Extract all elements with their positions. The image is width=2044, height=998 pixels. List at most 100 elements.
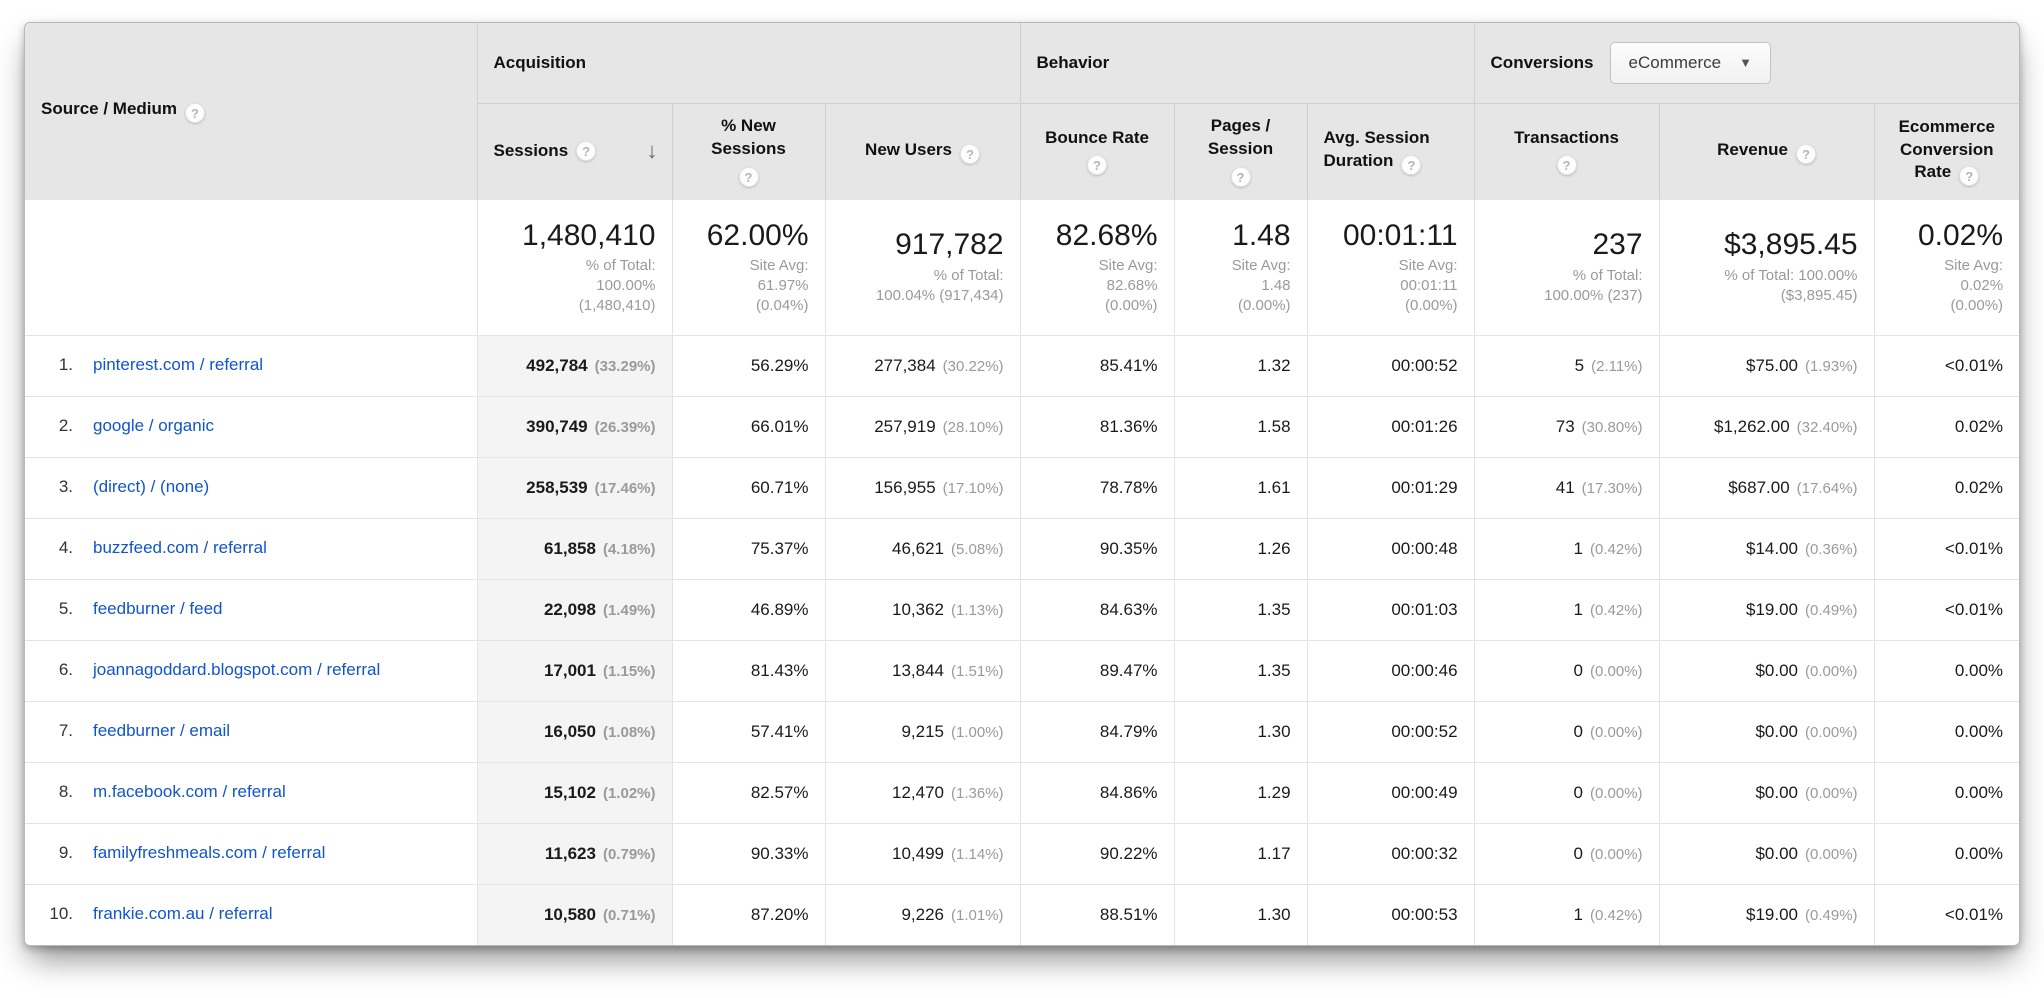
avg-session-duration-cell: 00:00:46 [1306,639,1475,701]
column-header-revenue[interactable]: Revenue? [1658,102,1875,199]
help-icon[interactable]: ? [738,166,759,187]
sessions-cell: 15,102 (1.02%) [476,761,672,823]
pages-session-cell: 1.30 [1173,700,1308,762]
source-medium-link[interactable]: google / organic [93,416,214,436]
new-users-cell: 13,844 (1.51%) [824,639,1021,701]
avg-session-duration-cell: 00:00:32 [1306,822,1475,884]
column-header-sessions[interactable]: Sessions? ↓ [476,102,672,199]
column-header-new-users[interactable]: New Users? [824,102,1021,199]
source-medium-link[interactable]: feedburner / email [93,721,231,741]
transactions-cell: 0 (0.00%) [1473,761,1660,823]
pages-session-cell: 1.32 [1173,334,1308,396]
acquisition-label: Acquisition [493,52,587,72]
pct-new-sessions-cell: 81.43% [671,639,825,701]
revenue-cell: $0.00 (0.00%) [1658,822,1875,884]
sessions-cell: 390,749 (26.39%) [476,395,672,457]
transactions-cell: 0 (0.00%) [1473,639,1660,701]
ecommerce-conversion-rate-cell: <0.01% [1873,883,2019,945]
pct-new-sessions-cell: 82.57% [671,761,825,823]
group-header-acquisition: Acquisition [476,23,1021,103]
table-row: 7. feedburner / email 16,050 (1.08%) 57.41… [25,700,2019,762]
row-rank: 5. [58,599,73,619]
table-row: 1. pinterest.com / referral 492,784 (33.29… [25,334,2019,396]
revenue-cell: $19.00 (0.49%) [1658,883,1875,945]
sessions-cell: 17,001 (1.15%) [476,639,672,701]
help-icon[interactable]: ? [185,102,206,123]
pages-session-cell: 1.26 [1173,517,1308,579]
help-icon[interactable]: ? [576,141,597,161]
help-icon[interactable]: ? [1795,143,1816,164]
pages-session-cell: 1.35 [1173,578,1308,640]
totals-sessions-cell: 1,480,410% of Total: 100.00% (1,480,410) [476,198,672,335]
new-users-cell: 156,955 (17.10%) [824,456,1021,518]
group-header-row: Source / Medium? Acquisition Behavior Co… [25,23,2019,199]
ecommerce-conversion-rate-cell: 0.00% [1873,822,2019,884]
conversions-goal-selector[interactable]: eCommerce ▼ [1609,41,1771,84]
table-row: 4. buzzfeed.com / referral 61,858 (4.18%) … [25,517,2019,579]
source-medium-link[interactable]: m.facebook.com / referral [93,782,286,802]
totals-empty-cell [25,198,477,335]
source-medium-link[interactable]: (direct) / (none) [93,477,210,497]
sort-descending-icon[interactable]: ↓ [646,138,658,164]
transactions-cell: 0 (0.00%) [1473,700,1660,762]
row-rank: 6. [58,660,73,680]
new-users-cell: 9,215 (1.00%) [824,700,1021,762]
transactions-cell: 0 (0.00%) [1473,822,1660,884]
pct-new-sessions-cell: 57.41% [671,700,825,762]
table-row: 6. joannagoddard.blogspot.com / referral … [25,639,2019,701]
help-icon[interactable]: ? [1556,155,1577,176]
source-medium-label: Source / Medium [41,98,178,118]
help-icon[interactable]: ? [1401,154,1422,175]
totals-pages-session-cell: 1.48 Site Avg: 1.48 (0.00%) [1173,198,1308,335]
help-icon[interactable]: ? [1959,166,1980,187]
analytics-table-panel: Source / Medium? Acquisition Behavior Co… [24,22,2020,946]
source-cell: 5. feedburner / feed [25,578,477,640]
source-medium-table: Source / Medium? Acquisition Behavior Co… [25,23,2019,945]
avg-session-duration-cell: 00:00:53 [1306,883,1475,945]
source-medium-link[interactable]: frankie.com.au / referral [93,904,273,924]
avg-session-duration-header-label: Avg. Session Duration [1323,128,1430,170]
new-users-cell: 46,621 (5.08%) [824,517,1021,579]
source-medium-link[interactable]: feedburner / feed [93,599,223,619]
column-header-pct-new-sessions[interactable]: % New Sessions? [671,102,825,199]
sessions-cell: 258,539 (17.46%) [476,456,672,518]
pct-new-sessions-header-label: % New Sessions [711,116,786,158]
pages-session-cell: 1.35 [1173,639,1308,701]
source-medium-link[interactable]: pinterest.com / referral [93,355,264,375]
ecommerce-conversion-rate-cell: 0.00% [1873,639,2019,701]
ecommerce-conversion-rate-cell: <0.01% [1873,334,2019,396]
pages-session-cell: 1.17 [1173,822,1308,884]
row-rank: 9. [58,843,73,863]
source-cell: 8. m.facebook.com / referral [25,761,477,823]
column-header-avg-session-duration[interactable]: Avg. Session Duration? [1306,102,1475,199]
column-header-bounce-rate[interactable]: Bounce Rate? [1019,102,1175,199]
help-icon[interactable]: ? [1087,155,1108,176]
avg-session-duration-cell: 00:00:49 [1306,761,1475,823]
ecommerce-conversion-rate-cell: 0.02% [1873,395,2019,457]
sessions-cell: 492,784 (33.29%) [476,334,672,396]
row-rank: 2. [58,416,73,436]
bounce-rate-cell: 90.22% [1019,822,1175,884]
bounce-rate-cell: 78.78% [1019,456,1175,518]
row-rank: 8. [58,782,73,802]
source-cell: 9. familyfreshmeals.com / referral [25,822,477,884]
column-header-transactions[interactable]: Transactions? [1473,102,1660,199]
source-medium-link[interactable]: buzzfeed.com / referral [93,538,267,558]
new-users-cell: 9,226 (1.01%) [824,883,1021,945]
source-medium-link[interactable]: familyfreshmeals.com / referral [93,843,326,863]
pages-session-cell: 1.58 [1173,395,1308,457]
column-header-pages-session[interactable]: Pages / Session? [1173,102,1308,199]
column-header-ecommerce-conversion-rate[interactable]: Ecommerce Conversion Rate? [1873,102,2019,199]
totals-bounce-rate-cell: 82.68% Site Avg: 82.68% (0.00%) [1019,198,1175,335]
source-medium-link[interactable]: joannagoddard.blogspot.com / referral [93,660,381,680]
new-users-cell: 277,384 (30.22%) [824,334,1021,396]
help-icon[interactable]: ? [959,143,980,164]
conversions-selector-value: eCommerce [1628,52,1722,72]
bounce-rate-cell: 81.36% [1019,395,1175,457]
ecommerce-conversion-rate-cell: 0.02% [1873,456,2019,518]
revenue-cell: $0.00 (0.00%) [1658,639,1875,701]
help-icon[interactable]: ? [1230,166,1251,187]
revenue-cell: $0.00 (0.00%) [1658,700,1875,762]
column-header-source-medium[interactable]: Source / Medium? [25,23,477,199]
table-row: 2. google / organic 390,749 (26.39%) 66.01… [25,395,2019,457]
